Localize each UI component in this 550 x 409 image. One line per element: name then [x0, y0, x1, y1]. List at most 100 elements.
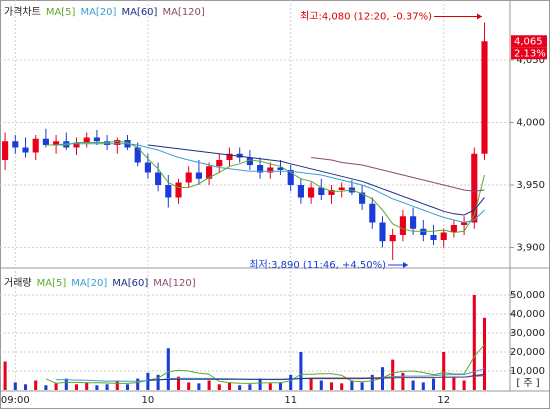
- volume-bar: [401, 372, 405, 390]
- ma-line: [311, 375, 485, 379]
- volume-bar: [289, 374, 293, 390]
- volume-bar: [44, 385, 48, 390]
- candle-body: [338, 187, 345, 190]
- candle-body: [389, 235, 396, 242]
- legend-entry: MA[5]: [37, 278, 67, 289]
- y-tick-label: 4,050: [516, 55, 545, 66]
- candle-body: [83, 137, 90, 143]
- annotation: 최고:4,080 (12:20, -0.37%): [300, 11, 432, 23]
- candle-body: [226, 153, 233, 160]
- x-tick-label: 11: [284, 395, 297, 406]
- candle-body: [359, 192, 366, 204]
- candle-body: [297, 185, 304, 198]
- price-tag-bg: [511, 35, 547, 48]
- legend-title: 가격차트: [4, 5, 41, 18]
- candle-body: [430, 235, 437, 240]
- ma-line: [45, 140, 485, 234]
- volume-bar: [166, 348, 170, 390]
- volume-bar: [85, 382, 89, 390]
- candle-body: [236, 153, 243, 158]
- arrow-head: [403, 262, 408, 268]
- change-tag-bg: [511, 47, 547, 60]
- volume-bar: [95, 385, 99, 390]
- y-tick-label: 20,000: [510, 347, 545, 358]
- candle-body: [114, 140, 121, 145]
- candle-body: [216, 160, 223, 167]
- volume-bar: [431, 378, 436, 390]
- candle-body: [399, 216, 406, 235]
- volume-bar: [64, 378, 68, 390]
- volume-bar: [176, 376, 181, 390]
- volume-bar: [482, 317, 487, 390]
- candle-body: [155, 172, 162, 185]
- volume-bar: [340, 383, 344, 390]
- candle-body: [308, 187, 315, 198]
- candle-body: [165, 185, 172, 198]
- annotation: 최저:3,890 (11:46, +4.50%): [249, 259, 386, 271]
- volume-bar: [23, 384, 28, 390]
- volume-bar: [309, 378, 313, 390]
- y-tick-label: 10,000: [510, 366, 545, 377]
- ma-line: [147, 144, 485, 216]
- candle-body: [410, 216, 417, 229]
- y-tick-label: 30,000: [510, 328, 545, 339]
- volume-bar: [452, 376, 456, 390]
- volume-bar: [125, 384, 130, 390]
- volume-bar: [238, 385, 242, 390]
- volume-bar: [248, 384, 252, 390]
- volume-bar: [156, 374, 160, 390]
- volume-bar: [278, 382, 283, 390]
- volume-bar: [227, 382, 232, 390]
- candle-body: [175, 182, 182, 198]
- x-tick-label: 09:00: [1, 395, 30, 406]
- y-tick-label: 3,900: [516, 243, 545, 254]
- legend-entry: MA[60]: [112, 278, 148, 289]
- candle-body: [246, 157, 253, 165]
- candle-body: [42, 138, 49, 145]
- legend-entry: MA[120]: [153, 278, 195, 289]
- volume-bar: [3, 361, 7, 390]
- y-unit-label: [ 주 ]: [516, 378, 539, 389]
- ma-line: [45, 344, 485, 384]
- candle-body: [440, 232, 447, 240]
- volume-bar: [136, 378, 140, 390]
- candle-body: [206, 166, 213, 179]
- candle-body: [318, 187, 325, 195]
- candle-body: [328, 190, 335, 195]
- legend-entry: MA[5]: [46, 7, 76, 18]
- ma-line: [56, 143, 485, 224]
- volume-bar: [13, 382, 17, 390]
- volume-bar: [421, 382, 425, 390]
- legend-entry: MA[120]: [162, 7, 204, 18]
- candle-body: [53, 141, 60, 145]
- legend-entry: MA[60]: [121, 7, 157, 18]
- volume-bar: [391, 359, 395, 390]
- volume-bar: [268, 383, 272, 390]
- volume-bar: [472, 295, 476, 390]
- volume-bar: [54, 383, 58, 390]
- y-tick-label: 50,000: [510, 290, 545, 301]
- volume-bar: [207, 380, 211, 390]
- candle-body: [379, 222, 386, 242]
- candle-body: [73, 142, 80, 148]
- volume-bar: [319, 380, 323, 390]
- change-tag: 2.13%: [514, 48, 546, 59]
- volume-bar: [442, 352, 446, 390]
- candle-body: [450, 225, 457, 233]
- candle-body: [2, 141, 9, 160]
- volume-bar: [370, 374, 374, 390]
- candle-body: [369, 203, 376, 223]
- candle-body: [93, 137, 100, 142]
- volume-bar: [217, 384, 221, 390]
- volume-bar: [329, 382, 334, 390]
- volume-bar: [258, 378, 262, 390]
- ma-line: [311, 157, 485, 192]
- candle-body: [277, 167, 284, 170]
- candle-body: [12, 141, 19, 148]
- candle-body: [22, 147, 29, 153]
- candle-body: [104, 141, 111, 145]
- volume-bar: [197, 383, 201, 390]
- candle-body: [461, 222, 468, 225]
- volume-bar: [115, 380, 119, 390]
